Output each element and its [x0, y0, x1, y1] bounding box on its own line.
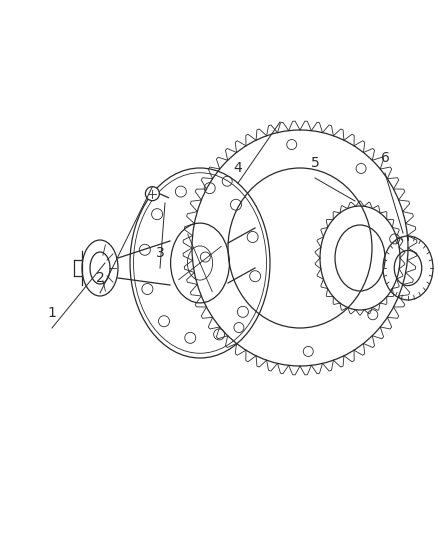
Text: 6: 6: [381, 151, 389, 165]
Text: 2: 2: [95, 271, 104, 285]
Text: 3: 3: [155, 246, 164, 260]
Text: 1: 1: [48, 306, 57, 320]
Text: 4: 4: [233, 161, 242, 175]
Circle shape: [145, 187, 159, 200]
Text: 5: 5: [311, 156, 319, 170]
